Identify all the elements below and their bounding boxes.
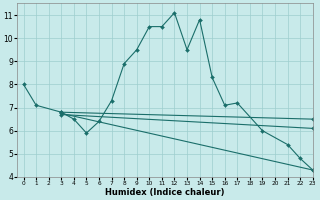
X-axis label: Humidex (Indice chaleur): Humidex (Indice chaleur)	[105, 188, 225, 197]
